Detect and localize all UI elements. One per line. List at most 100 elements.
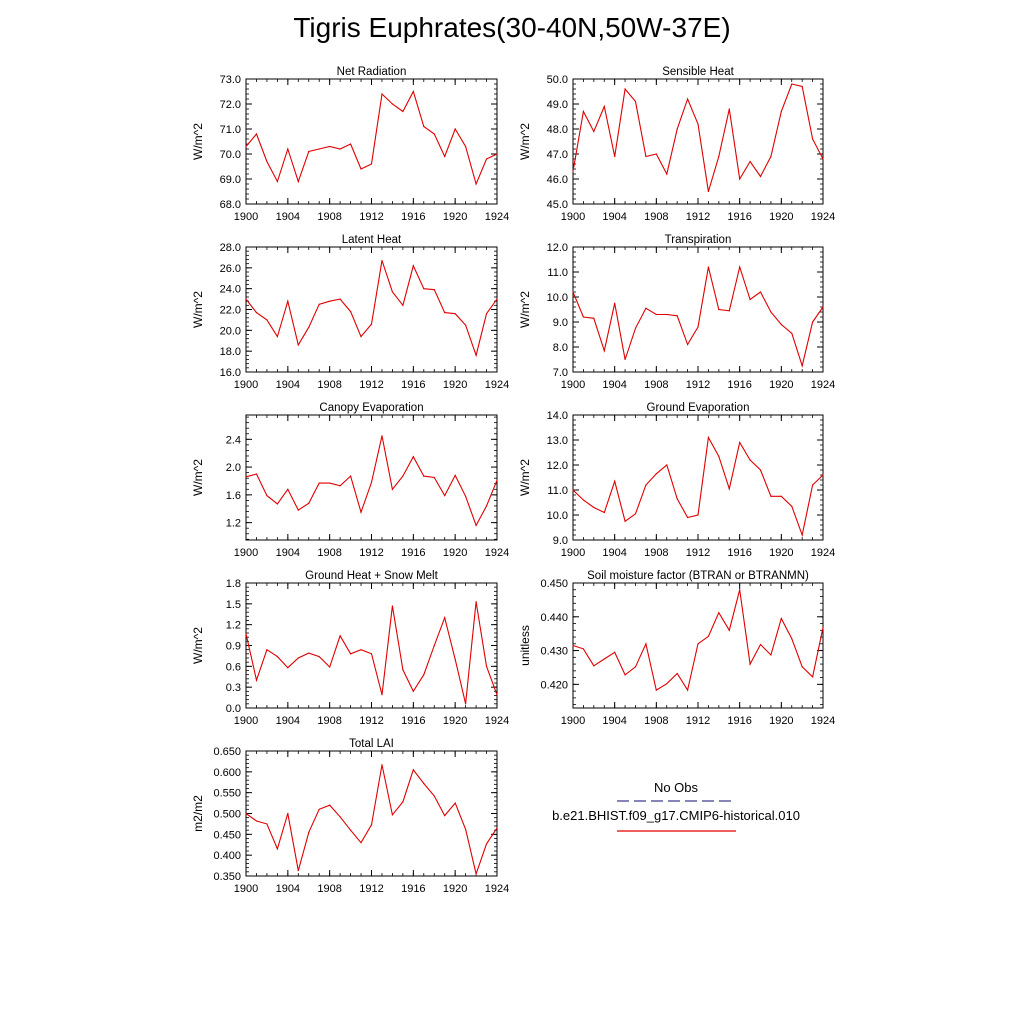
data-point xyxy=(370,163,373,165)
data-point xyxy=(433,133,435,135)
data-point xyxy=(381,435,383,437)
y-tick-label: 24.0 xyxy=(220,284,241,296)
x-tick-label: 1912 xyxy=(686,715,710,727)
data-point xyxy=(645,484,647,486)
panel-title: Canopy Evaporation xyxy=(319,402,423,414)
data-point xyxy=(266,319,268,321)
data-point xyxy=(634,513,637,515)
data-point xyxy=(318,303,320,305)
data-point xyxy=(780,495,782,497)
data-point xyxy=(297,509,299,511)
data-point xyxy=(360,842,362,844)
y-tick-label: 10.0 xyxy=(547,510,568,522)
data-point xyxy=(465,145,467,148)
y-tick-label: 0.350 xyxy=(213,871,241,883)
x-tick-label: 1904 xyxy=(276,379,300,391)
data-point xyxy=(444,814,446,817)
data-point xyxy=(582,648,585,650)
data-point xyxy=(433,795,435,797)
x-tick-label: 1912 xyxy=(686,547,710,559)
x-tick-label: 1900 xyxy=(234,379,258,391)
y-tick-label: 14.0 xyxy=(547,410,568,422)
data-point xyxy=(676,315,678,317)
data-point xyxy=(475,354,477,356)
x-tick-label: 1908 xyxy=(317,379,341,391)
data-point xyxy=(454,313,456,315)
data-point xyxy=(465,703,467,705)
x-tick-label: 1920 xyxy=(443,547,467,559)
data-point xyxy=(770,155,772,158)
x-tick-label: 1908 xyxy=(644,211,668,223)
data-point xyxy=(297,344,299,346)
data-point xyxy=(360,168,362,170)
data-point xyxy=(759,469,762,471)
data-point xyxy=(255,820,258,822)
data-point xyxy=(475,873,477,875)
data-point xyxy=(572,644,574,647)
data-point xyxy=(572,170,574,173)
y-axis-label: W/m^2 xyxy=(518,459,532,496)
data-point xyxy=(496,694,498,696)
x-tick-label: 1912 xyxy=(359,379,383,391)
y-axis-label: W/m^2 xyxy=(518,123,532,160)
data-point xyxy=(676,498,678,500)
data-point xyxy=(780,323,782,326)
x-tick-label: 1900 xyxy=(561,547,585,559)
y-tick-label: 0.9 xyxy=(226,641,241,653)
data-point xyxy=(791,638,793,640)
panel-3: 1900 1904 1908 1912 1916 1920 1924 16.0 18.0 20.0… xyxy=(191,234,509,391)
x-tick-label: 1908 xyxy=(644,547,668,559)
y-tick-label: 68.0 xyxy=(220,199,241,211)
x-tick-label: 1912 xyxy=(359,715,383,727)
y-tick-label: 12.0 xyxy=(547,460,568,472)
data-point xyxy=(339,298,341,300)
data-point xyxy=(329,804,331,806)
data-point xyxy=(276,503,278,505)
x-tick-label: 1924 xyxy=(485,379,509,391)
x-tick-label: 1912 xyxy=(686,211,710,223)
data-point xyxy=(707,635,710,637)
figure-title: Tigris Euphrates(30-40N,50W-37E) xyxy=(293,12,731,43)
data-point xyxy=(454,658,456,660)
x-tick-label: 1920 xyxy=(769,715,793,727)
data-point xyxy=(811,676,814,678)
y-tick-label: 45.0 xyxy=(547,199,568,211)
data-point xyxy=(245,812,247,815)
data-point xyxy=(276,335,278,338)
data-point xyxy=(707,190,710,193)
data-point xyxy=(381,93,383,95)
y-tick-label: 2.4 xyxy=(226,434,241,446)
data-point xyxy=(308,831,310,833)
y-tick-label: 28.0 xyxy=(220,242,241,254)
x-tick-label: 1924 xyxy=(485,547,509,559)
data-point xyxy=(339,485,341,487)
data-point xyxy=(739,178,741,180)
data-point xyxy=(245,298,247,300)
data-point xyxy=(412,265,414,267)
data-point xyxy=(686,689,689,691)
data-point xyxy=(811,321,814,323)
series-line xyxy=(572,589,824,692)
data-point xyxy=(770,654,772,656)
y-tick-label: 0.400 xyxy=(213,850,241,862)
panel-5: 1900 1904 1908 1912 1916 1920 1924 1.2 1.6 2.0 2.4… xyxy=(191,402,509,559)
y-tick-label: 69.0 xyxy=(220,174,241,186)
x-tick-label: 1920 xyxy=(769,379,793,391)
data-point xyxy=(686,343,689,346)
data-point xyxy=(308,652,310,654)
data-point xyxy=(718,612,720,614)
data-point xyxy=(412,90,414,93)
data-point xyxy=(645,307,647,309)
data-point xyxy=(645,643,647,645)
data-point xyxy=(297,180,299,183)
data-point xyxy=(686,98,689,100)
y-tick-label: 0.600 xyxy=(213,767,241,779)
data-point xyxy=(496,298,498,300)
series-line xyxy=(245,435,498,527)
data-point xyxy=(339,816,341,818)
data-point xyxy=(454,802,456,804)
series-line xyxy=(245,601,498,704)
data-point xyxy=(308,150,310,153)
data-point xyxy=(645,155,647,158)
panel-6: 1900 1904 1908 1912 1916 1920 1924 9.0 10.0 11.0 1… xyxy=(518,402,835,559)
